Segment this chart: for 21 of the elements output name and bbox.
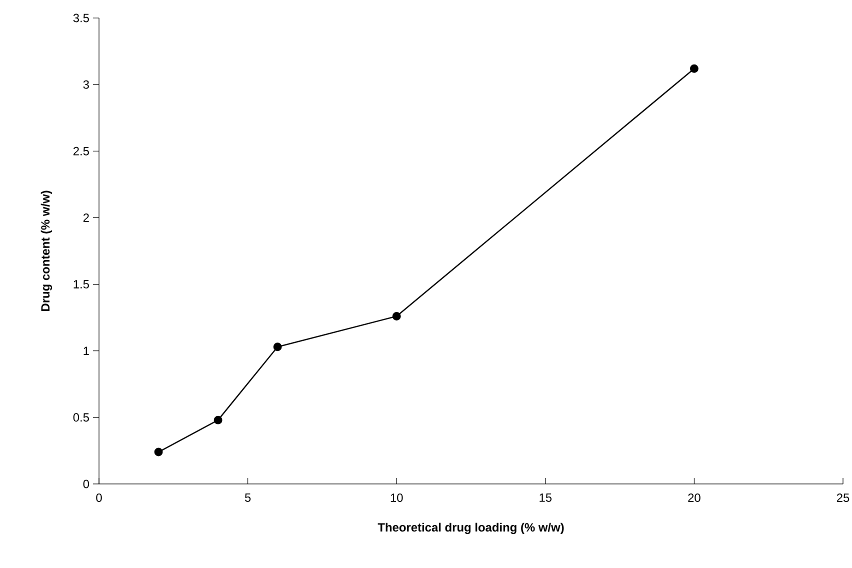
point bbox=[690, 64, 698, 73]
x-axis-title: Theoretical drug loading (% w/w) bbox=[378, 522, 564, 534]
point bbox=[273, 342, 282, 352]
y-axis-title: Drug content (% w/w) bbox=[40, 190, 52, 311]
x-tick-label: 10 bbox=[390, 494, 403, 502]
y-tick-label: 0.5 bbox=[73, 413, 89, 422]
point bbox=[392, 312, 401, 320]
x-tick-label: 5 bbox=[244, 494, 251, 502]
y-tick-label: 1 bbox=[84, 346, 89, 355]
y-tick-label: 2.5 bbox=[73, 146, 89, 156]
y-tick-label: 1.5 bbox=[74, 280, 89, 288]
point bbox=[154, 448, 163, 456]
x-tick-label: 0 bbox=[96, 494, 102, 502]
y-tick-label: 3.5 bbox=[73, 14, 89, 22]
y-tick-label: 2 bbox=[83, 214, 89, 222]
y-tick-label: 3 bbox=[83, 80, 89, 89]
x-tick-label: 15 bbox=[540, 494, 552, 502]
y-tick-label: 0 bbox=[83, 480, 90, 488]
point bbox=[214, 416, 222, 424]
x-tick-label: 25 bbox=[836, 494, 850, 502]
x-tick-label: 20 bbox=[688, 494, 700, 502]
